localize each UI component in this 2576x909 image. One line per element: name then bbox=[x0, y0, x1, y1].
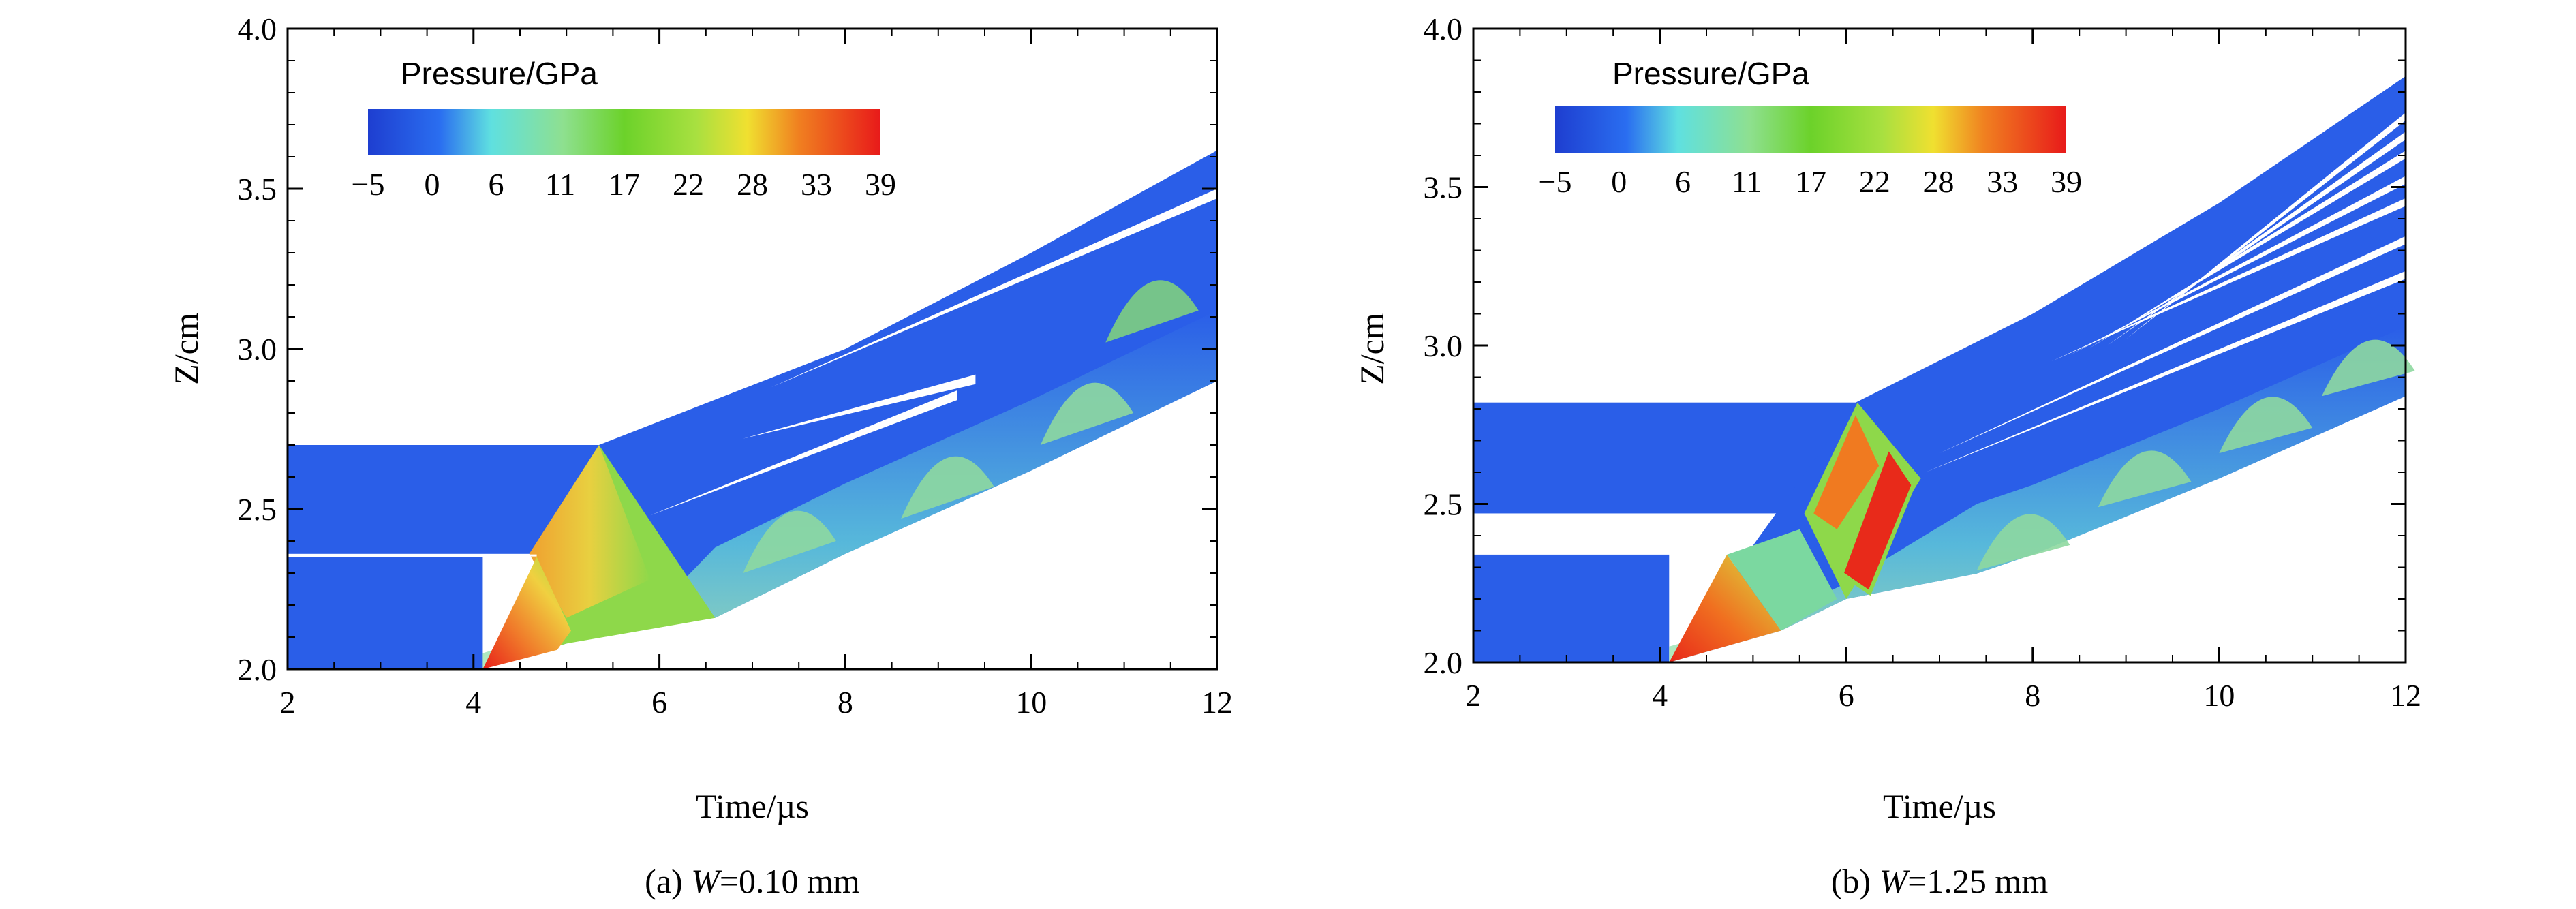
shock-region-second-layer-hot-b bbox=[1813, 415, 1880, 529]
y-tick-label-b-0: 2.0 bbox=[1424, 645, 1463, 680]
y-axis-label-b: Z/cm bbox=[1353, 313, 1391, 385]
colorbar-tick-label-b-8: 39 bbox=[2051, 164, 2082, 199]
release-wave-b-4 bbox=[2321, 339, 2415, 397]
shock-region-first-layer-a bbox=[482, 557, 571, 669]
plot-area-b bbox=[1473, 76, 2415, 663]
shock-region-transfer-b bbox=[1727, 529, 1837, 631]
caption-b-variable: W bbox=[1880, 862, 1911, 900]
colorbar-tick-label-a-2: 6 bbox=[489, 167, 504, 202]
y-tick-label-b-2: 3.0 bbox=[1424, 328, 1463, 363]
colorbar-tick-label-a-0: −5 bbox=[352, 167, 385, 202]
flyer-release-zone-a bbox=[482, 310, 1217, 670]
x-tick-label-b-0: 2 bbox=[1466, 678, 1482, 713]
release-wave-a-4 bbox=[1105, 280, 1199, 343]
x-tick-label-a-0: 2 bbox=[280, 685, 296, 720]
colorbar-tick-label-a-3: 11 bbox=[545, 167, 575, 202]
release-wave-a-1 bbox=[743, 510, 836, 573]
colorbar-tick-label-b-6: 28 bbox=[1923, 164, 1954, 199]
colorbar-ticks-b: −5 0 6 11 17 22 28 33 39 bbox=[1539, 164, 2082, 199]
spall-streak-b-1 bbox=[1925, 271, 2406, 472]
y-tick-label-a-1: 2.5 bbox=[238, 492, 277, 527]
release-wave-a-3 bbox=[1040, 382, 1134, 445]
shock-region-first-layer-b bbox=[1669, 554, 1781, 662]
x-axis-label-a: Time/µs bbox=[696, 787, 809, 825]
spall-streak-b-5 bbox=[2088, 151, 2406, 349]
plate-layer-a-1 bbox=[288, 557, 483, 669]
x-tick-label-a-3: 8 bbox=[838, 685, 853, 720]
x-tick-label-a-1: 4 bbox=[465, 685, 481, 720]
spall-streak-a-1 bbox=[650, 390, 957, 516]
spall-streak-a-3 bbox=[771, 189, 1217, 388]
x-tick-label-b-2: 6 bbox=[1839, 678, 1854, 713]
spall-streak-b-4 bbox=[2070, 176, 2406, 355]
x-axis-label-b: Time/µs bbox=[1883, 787, 1996, 825]
x-tick-label-a-2: 6 bbox=[651, 685, 667, 720]
colorbar-tick-label-b-1: 0 bbox=[1611, 164, 1627, 199]
colorbar-title-a: Pressure/GPa bbox=[401, 56, 598, 91]
spall-streak-b-7 bbox=[2126, 112, 2406, 339]
panel-a: 2 4 6 8 10 12 2.0 2.5 3.0 3.5 4.0 Time/µs Z/cm Pre… bbox=[167, 12, 1233, 900]
caption-a: (a) W=0.10 mm bbox=[645, 862, 860, 900]
colorbar-tick-label-a-8: 39 bbox=[865, 167, 896, 202]
caption-b: (b) W=1.25 mm bbox=[1831, 862, 2049, 900]
release-wave-b-2 bbox=[2098, 450, 2192, 508]
release-wave-a-2 bbox=[901, 456, 994, 519]
y-tick-label-b-1: 2.5 bbox=[1424, 487, 1463, 522]
release-wave-b-3 bbox=[2219, 397, 2313, 454]
release-wave-b-1 bbox=[1976, 514, 2070, 571]
caption-b-value: =1.25 mm bbox=[1907, 862, 2048, 900]
colorbar-tick-label-b-7: 33 bbox=[1987, 164, 2018, 199]
y-axis-label-a: Z/cm bbox=[167, 313, 205, 385]
y-tick-label-b-3: 3.5 bbox=[1424, 170, 1463, 205]
caption-b-prefix: (b) bbox=[1831, 862, 1871, 900]
colorbar-tick-label-a-4: 17 bbox=[609, 167, 640, 202]
colorbar-tick-label-a-1: 0 bbox=[425, 167, 440, 202]
colorbar-gradient-b bbox=[1555, 106, 2066, 153]
colorbar-tick-label-b-2: 6 bbox=[1675, 164, 1691, 199]
colorbar-b: Pressure/GPa −5 0 6 11 17 22 28 33 39 bbox=[1539, 56, 2082, 199]
colorbar-ticks-a: −5 0 6 11 17 22 28 33 39 bbox=[352, 167, 896, 202]
colorbar-tick-label-a-5: 22 bbox=[673, 167, 704, 202]
axes-a: 2 4 6 8 10 12 2.0 2.5 3.0 3.5 4.0 bbox=[238, 12, 1233, 720]
y-tick-label-b-4: 4.0 bbox=[1424, 12, 1463, 46]
plate-layer-b-1 bbox=[1473, 554, 1670, 662]
colorbar-tick-label-b-4: 17 bbox=[1795, 164, 1826, 199]
colorbar-tick-label-a-6: 28 bbox=[737, 167, 768, 202]
y-tick-label-a-4: 4.0 bbox=[238, 12, 277, 46]
y-tick-label-a-2: 3.0 bbox=[238, 332, 277, 367]
colorbar-tick-label-a-7: 33 bbox=[801, 167, 832, 202]
panel-b: 2 4 6 8 10 12 2.0 2.5 3.0 3.5 4.0 Time/µs Z/cm Pre… bbox=[1353, 12, 2421, 900]
colorbar-tick-label-b-3: 11 bbox=[1732, 164, 1762, 199]
plot-area-a bbox=[288, 150, 1217, 670]
spall-streak-b-2 bbox=[1939, 236, 2406, 454]
x-tick-label-b-3: 8 bbox=[2025, 678, 2040, 713]
colorbar-tick-label-b-5: 22 bbox=[1859, 164, 1890, 199]
flyer-release-zone-b bbox=[1669, 326, 2406, 662]
x-tick-label-b-1: 4 bbox=[1652, 678, 1668, 713]
x-tick-label-a-5: 12 bbox=[1201, 685, 1233, 720]
colorbar-gradient-a bbox=[368, 109, 880, 155]
caption-a-value: =0.10 mm bbox=[720, 862, 860, 900]
y-tick-label-a-3: 3.5 bbox=[238, 172, 277, 206]
axes-b: 2 4 6 8 10 12 2.0 2.5 3.0 3.5 4.0 bbox=[1424, 12, 2422, 713]
x-tick-label-b-4: 10 bbox=[2203, 678, 2235, 713]
colorbar-title-b: Pressure/GPa bbox=[1612, 56, 1809, 91]
shock-region-peak-b bbox=[1839, 442, 1916, 596]
x-tick-label-a-4: 10 bbox=[1015, 685, 1047, 720]
spall-streak-b-6 bbox=[2107, 132, 2406, 345]
shock-region-second-layer-a bbox=[529, 445, 650, 618]
y-tick-label-a-0: 2.0 bbox=[238, 652, 277, 687]
caption-a-variable: W bbox=[691, 862, 722, 900]
spall-streak-a-2 bbox=[743, 374, 976, 439]
colorbar-a: Pressure/GPa −5 0 6 11 17 22 28 33 39 bbox=[352, 56, 896, 202]
spall-streak-b-3 bbox=[2051, 198, 2406, 362]
x-tick-label-b-5: 12 bbox=[2390, 678, 2421, 713]
caption-a-prefix: (a) bbox=[645, 862, 683, 900]
colorbar-tick-label-b-0: −5 bbox=[1539, 164, 1572, 199]
